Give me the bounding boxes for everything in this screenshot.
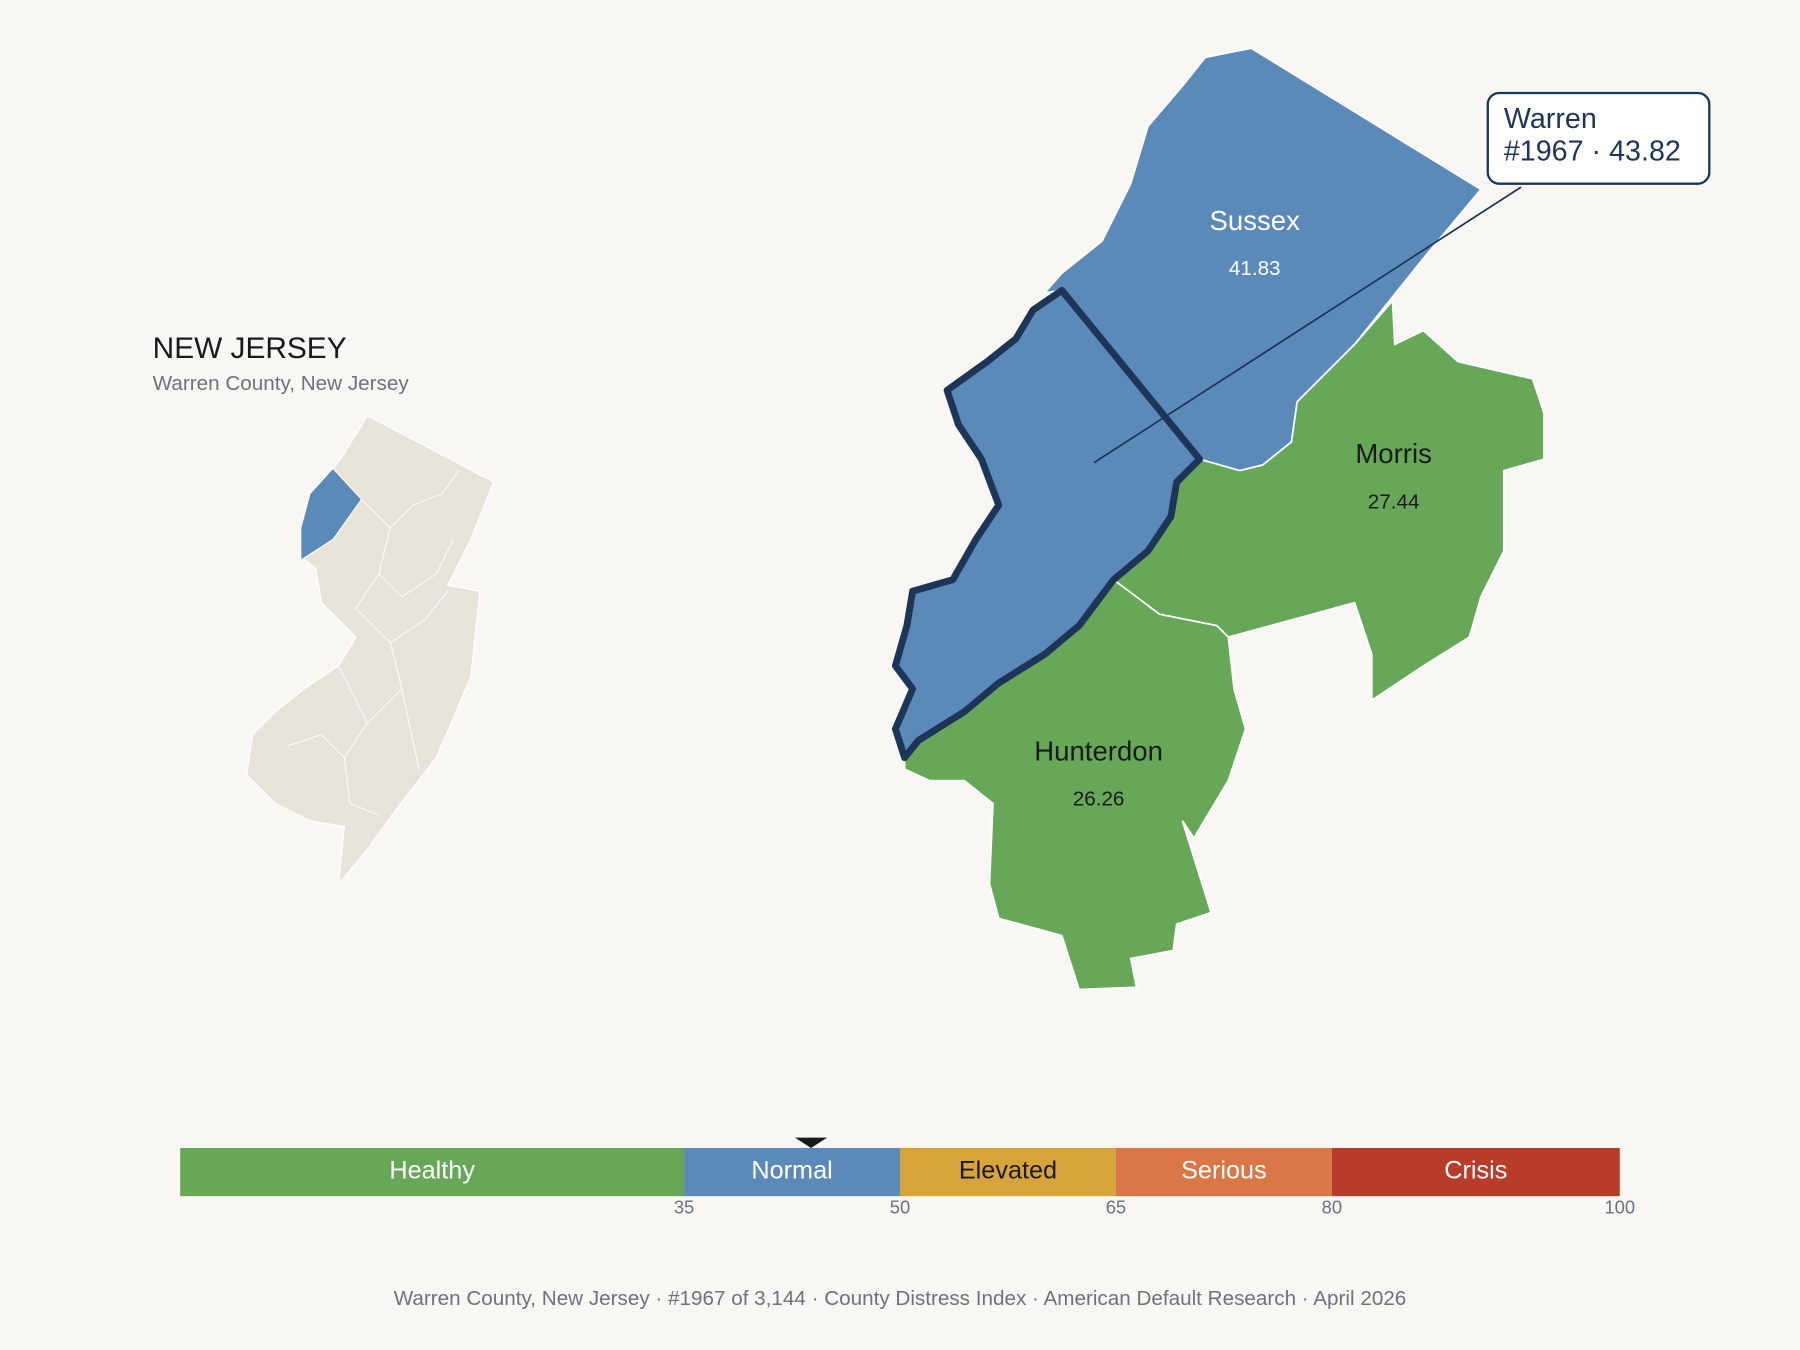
scale-label: Crisis [1444,1157,1507,1185]
callout-leader [1093,186,1522,464]
scale: Healthy Normal Elevated Serious Crisis 35 50 65… [180,1137,1635,1218]
focus-county [891,286,1204,762]
scale-label: Normal [751,1157,832,1185]
scale-segment [180,1147,685,1197]
county-score: 41.83 [1229,257,1281,280]
scale-tick-label: 35 [674,1197,694,1218]
county-name: Sussex [1210,205,1301,236]
scale-tick-label: 65 [1106,1197,1126,1218]
callout-name: Warren [1504,103,1597,135]
county-name: Hunterdon [1034,735,1163,766]
scale-label: Elevated [959,1157,1057,1185]
scale-tick-label: 50 [890,1197,910,1218]
subtitle: Warren County, New Jersey [153,372,410,395]
scale-tick-label: 80 [1322,1197,1342,1218]
scale-label: Serious [1181,1157,1267,1185]
scale-tick-label: 100 [1604,1197,1635,1218]
title: NEW JERSEY [153,332,347,365]
scale-marker [794,1137,828,1148]
county-labels: Sussex 41.83 Morris 27.44 Hunterdon 26.26 [1034,205,1432,811]
scale-segment [684,1147,900,1197]
footer: Warren County, New Jersey · #1967 of 3,1… [394,1287,1407,1310]
callout-box [1486,91,1711,185]
scale-segment [900,1147,1116,1197]
inset-borders [286,470,460,816]
county-score: 27.44 [1368,490,1420,513]
callout-detail: #1967 · 43.82 [1504,135,1681,167]
inset-highlight [300,467,363,562]
scale-segment [1115,1147,1332,1197]
scale-segment [1331,1147,1620,1197]
county-name: Morris [1355,438,1432,469]
county-score: 26.26 [1073,788,1125,811]
scale-label: Healthy [389,1157,475,1185]
